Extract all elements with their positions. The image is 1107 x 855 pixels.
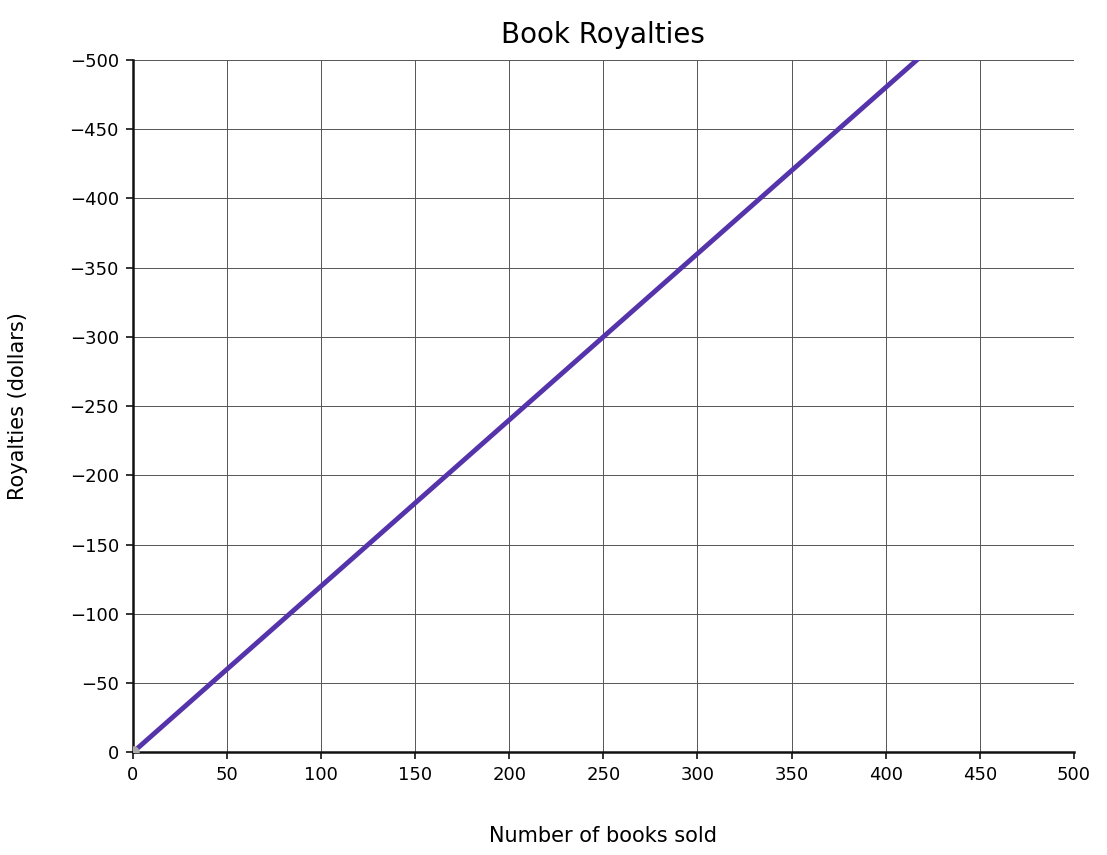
X-axis label: Number of books sold: Number of books sold: [489, 826, 717, 846]
Title: Book Royalties: Book Royalties: [501, 21, 705, 50]
Y-axis label: Royalties (dollars): Royalties (dollars): [8, 312, 28, 500]
